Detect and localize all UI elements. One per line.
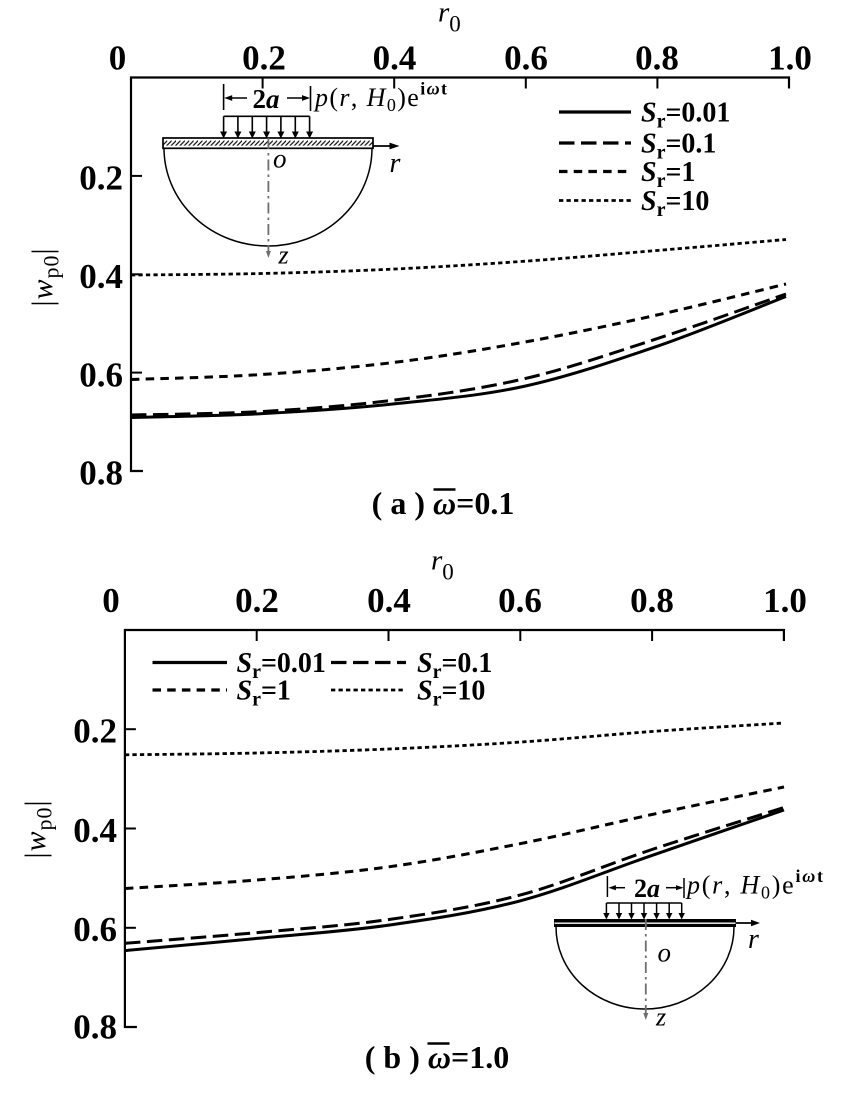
svg-text:Sr=0.01: Sr=0.01 bbox=[641, 98, 730, 133]
svg-text:0.2: 0.2 bbox=[73, 712, 117, 751]
svg-text:0.2: 0.2 bbox=[79, 159, 123, 198]
svg-text:2a: 2a bbox=[634, 874, 660, 903]
svg-text:0.4: 0.4 bbox=[73, 811, 117, 850]
svg-text:Sr=0.1: Sr=0.1 bbox=[641, 129, 716, 164]
svg-text:( b ) ω=1.0: ( b ) ω=1.0 bbox=[365, 1039, 509, 1075]
svg-text:0.6: 0.6 bbox=[498, 581, 542, 620]
svg-text:r: r bbox=[748, 924, 759, 955]
svg-text:0: 0 bbox=[102, 581, 120, 620]
svg-text:Sr=0.1: Sr=0.1 bbox=[417, 648, 492, 683]
svg-text:2a: 2a bbox=[253, 84, 280, 114]
svg-text:Sr=1: Sr=1 bbox=[237, 676, 291, 711]
svg-text:z: z bbox=[278, 241, 289, 270]
svg-text:( a ) ω=0.1: ( a ) ω=0.1 bbox=[372, 485, 515, 521]
svg-text:0.6: 0.6 bbox=[73, 910, 117, 949]
svg-text:p(r, H0)eiωt: p(r, H0)eiωt bbox=[685, 866, 823, 903]
svg-text:0.6: 0.6 bbox=[79, 355, 123, 394]
svg-text:0.4: 0.4 bbox=[373, 39, 417, 78]
svg-text:1.0: 1.0 bbox=[768, 39, 812, 78]
svg-text:0.8: 0.8 bbox=[73, 1008, 117, 1047]
svg-text:0.6: 0.6 bbox=[504, 39, 548, 78]
svg-text:o: o bbox=[658, 938, 672, 968]
svg-text:Sr=10: Sr=10 bbox=[417, 676, 485, 711]
svg-text:0: 0 bbox=[109, 39, 127, 78]
svg-text:o: o bbox=[273, 144, 287, 174]
svg-text:1.0: 1.0 bbox=[763, 581, 807, 620]
svg-text:Sr=0.01: Sr=0.01 bbox=[237, 648, 326, 683]
svg-text:z: z bbox=[655, 1003, 666, 1032]
svg-text:0.8: 0.8 bbox=[79, 454, 123, 493]
svg-text:0.4: 0.4 bbox=[367, 581, 411, 620]
svg-text:Sr=10: Sr=10 bbox=[641, 186, 709, 221]
svg-text:|wp0|: |wp0| bbox=[26, 247, 64, 306]
svg-text:r: r bbox=[390, 148, 401, 179]
svg-text:0.2: 0.2 bbox=[235, 581, 279, 620]
svg-text:0.8: 0.8 bbox=[635, 39, 679, 78]
svg-text:0.4: 0.4 bbox=[79, 257, 123, 296]
svg-text:Sr=1: Sr=1 bbox=[641, 157, 695, 192]
svg-text:0.2: 0.2 bbox=[242, 39, 286, 78]
svg-text:0.8: 0.8 bbox=[630, 581, 674, 620]
